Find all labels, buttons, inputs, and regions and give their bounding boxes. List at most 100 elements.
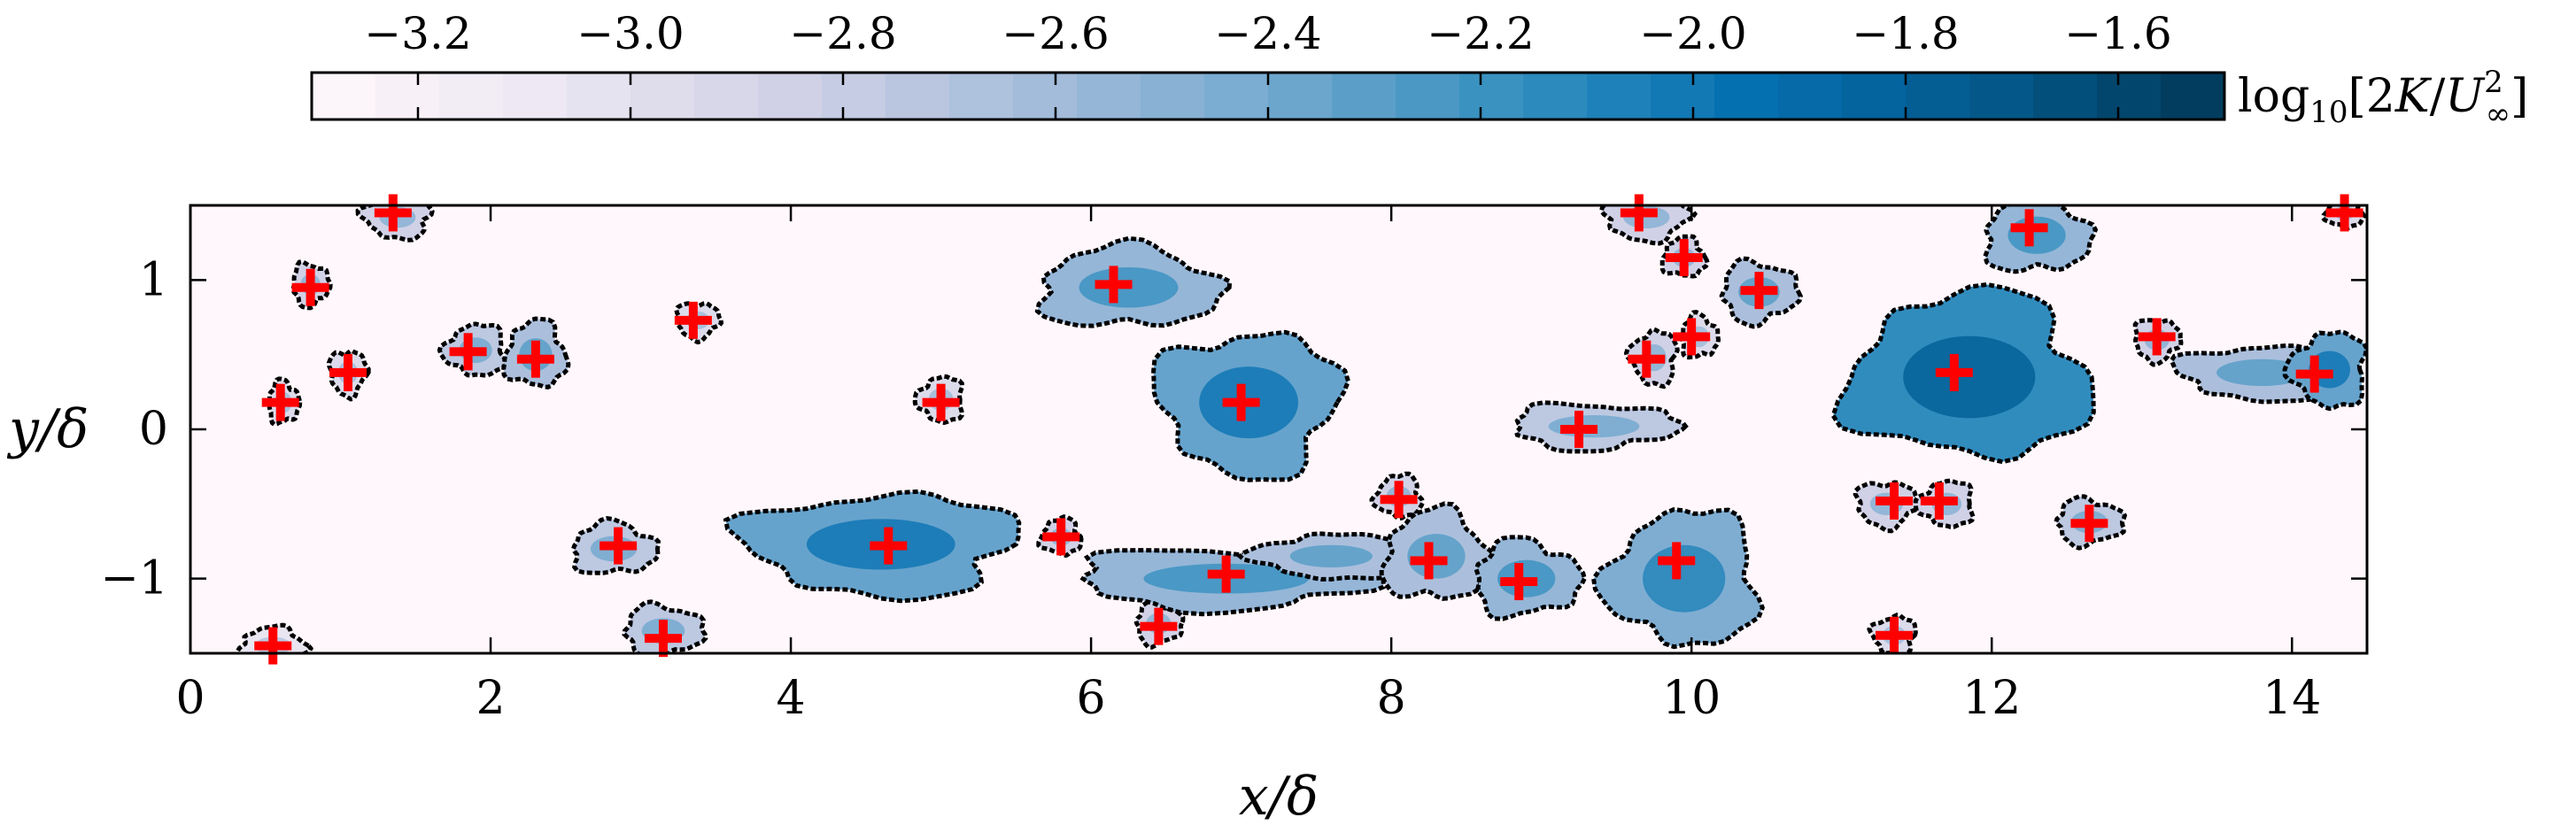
marker-bar-v: [1754, 272, 1764, 310]
colorbar-tick-label: −3.2: [364, 8, 471, 59]
colorbar: −3.2 −3.0 −2.8 −2.6 −2.4 −2.2 −2.0 −1.8 −1.6 log…: [310, 8, 2528, 132]
marker: [644, 620, 682, 658]
colorbar-cell: [1906, 73, 1970, 120]
structure: [1236, 531, 1411, 582]
marker: [291, 268, 329, 306]
marker: [1876, 482, 1914, 520]
marker-bar-v: [2309, 355, 2319, 393]
colorbar-cell: [2161, 73, 2225, 120]
colorbar-cell: [2097, 73, 2162, 120]
marker-bar-v: [936, 383, 946, 421]
colorbar-cell: [1651, 73, 1715, 120]
colorbar-label: log10[2K/U2 ∞]: [2238, 65, 2528, 132]
y-tick-label: 0: [139, 403, 168, 456]
marker: [1920, 482, 1958, 520]
x-tick-label: 14: [2263, 672, 2321, 725]
colorbar-cell: [1204, 73, 1269, 120]
marker: [1500, 563, 1538, 601]
colorbar-cell: [1077, 73, 1141, 120]
marker: [1380, 481, 1418, 519]
marker: [1560, 411, 1598, 448]
marker: [1140, 607, 1178, 645]
marker-bar-v: [1934, 482, 1944, 520]
colorbar-cell: [439, 73, 504, 120]
marker-bar-v: [2152, 318, 2162, 356]
colorbar-cell: [1396, 73, 1460, 120]
colorbar-cell: [949, 73, 1014, 120]
marker: [1740, 272, 1778, 310]
marker-bar-v: [306, 268, 315, 306]
colorbar-tick-label: −2.4: [1214, 8, 1321, 59]
marker: [2295, 355, 2333, 393]
colorbar-cell: [1332, 73, 1396, 120]
marker-bar-v: [1949, 353, 1959, 391]
marker-bar-v: [1672, 542, 1682, 580]
marker: [1042, 518, 1080, 556]
marker-bar-v: [2340, 194, 2349, 232]
y-tick-label: 1: [139, 253, 168, 306]
marker-bar-v: [1890, 482, 1899, 520]
marker-bar-v: [1642, 340, 1652, 378]
marker-bar-v: [2085, 505, 2094, 543]
colorbar-cell: [2033, 73, 2098, 120]
marker: [2325, 194, 2363, 232]
marker: [674, 301, 712, 339]
marker-bar-v: [1109, 266, 1118, 304]
colorbar-cell: [312, 73, 376, 120]
marker: [1665, 239, 1703, 277]
marker-bar-v: [1394, 481, 1404, 519]
marker-bar-v: [2024, 209, 2034, 247]
y-tick-label: −1: [100, 552, 168, 605]
colorbar-cell: [375, 73, 440, 120]
structure-core: [1289, 544, 1373, 568]
colorbar-tick-label: −2.8: [789, 8, 896, 59]
x-axis-tick-labels: 0 2 4 6 8 10 12 14: [175, 672, 2321, 725]
marker: [449, 333, 487, 371]
marker-bar-v: [1221, 555, 1231, 593]
marker: [1876, 616, 1914, 654]
colorbar-tick-label: −2.6: [1002, 8, 1109, 59]
colorbar-cell: [567, 73, 631, 120]
x-tick-label: 2: [476, 672, 505, 725]
marker: [1620, 194, 1658, 232]
colorbar-cell: [758, 73, 823, 120]
marker-bar-v: [1634, 194, 1644, 232]
colorbar-ticks: [416, 73, 2120, 120]
marker-bar-v: [388, 194, 398, 232]
colorbar-cell: [630, 73, 695, 120]
marker: [1628, 340, 1666, 378]
marker-bar-v: [614, 527, 623, 565]
marker: [374, 194, 412, 232]
marker-bar-v: [688, 301, 698, 339]
peak-markers: [254, 194, 2363, 665]
colorbar-cell: [1714, 73, 1779, 120]
marker: [1410, 542, 1448, 580]
x-tick-label: 4: [777, 672, 806, 725]
marker: [254, 627, 292, 665]
marker-bar-v: [1514, 563, 1524, 601]
colorbar-cell: [1523, 73, 1588, 120]
marker-bar-v: [343, 353, 352, 391]
marker: [870, 527, 908, 565]
colorbar-gradient: [312, 73, 2225, 120]
y-axis-ticks: [190, 279, 2367, 580]
structure-core: [1407, 534, 1466, 579]
x-tick-label: 10: [1662, 672, 1721, 725]
marker: [1935, 353, 1973, 391]
colorbar-tick-label: −1.6: [2064, 8, 2171, 59]
marker: [261, 383, 299, 421]
marker-bar-v: [275, 383, 285, 421]
marker: [1222, 383, 1260, 421]
marker-bar-v: [1890, 616, 1899, 654]
colorbar-tick-label: −3.0: [576, 8, 684, 59]
marker: [1673, 318, 1711, 356]
colorbar-cell: [1969, 73, 2034, 120]
plot-area: 0 2 4 6 8 10 12 14 −1 0 1 x/δ y/δ: [6, 194, 2369, 825]
colorbar-cell: [886, 73, 950, 120]
marker-bar-v: [658, 620, 668, 658]
marker: [1658, 542, 1696, 580]
structure-core: [2309, 351, 2350, 389]
marker: [2070, 505, 2108, 543]
marker-bar-v: [1056, 518, 1066, 556]
